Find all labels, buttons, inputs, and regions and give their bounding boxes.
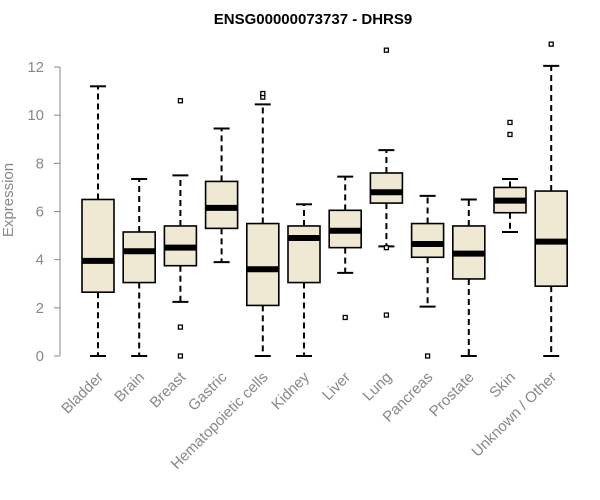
x-category-label: Liver [319, 369, 354, 404]
box-iqr [204, 180, 239, 230]
box-iqr [122, 231, 156, 284]
x-category-label: Breast [147, 368, 190, 411]
outlier-point [548, 41, 554, 47]
box-iqr [81, 198, 115, 293]
y-tick-label: 6 [36, 204, 44, 221]
box-iqr [246, 222, 280, 307]
outlier-point [424, 353, 431, 359]
y-tick-label: 0 [36, 348, 44, 365]
x-category-label: Skin [486, 369, 519, 402]
outlier-point [507, 131, 513, 138]
outlier-point [177, 98, 184, 104]
box-iqr [410, 222, 445, 259]
y-tick-label: 10 [27, 107, 44, 124]
outlier-point [383, 312, 390, 318]
y-tick-label: 2 [36, 300, 44, 317]
outlier-point [507, 119, 513, 126]
x-category-label: Prostate [426, 369, 478, 421]
box-iqr [534, 190, 569, 287]
outlier-point [177, 353, 184, 359]
y-tick-label: 4 [36, 252, 44, 269]
outlier-point [177, 324, 184, 330]
y-axis-label: Expression [0, 163, 17, 237]
outlier-point [342, 314, 348, 321]
outlier-point [383, 244, 390, 251]
x-category-label: Lung [360, 369, 396, 405]
x-category-label: Kidney [268, 368, 313, 413]
outlier-point [260, 90, 266, 97]
outlier-point [383, 47, 390, 53]
box-iqr [369, 172, 404, 204]
y-tick-label: 12 [27, 59, 44, 76]
x-category-label: Bladder [58, 369, 107, 418]
box-iqr [287, 225, 321, 284]
y-tick-label: 8 [36, 155, 44, 172]
chart-title: ENSG00000073737 - DHRS9 [214, 11, 412, 28]
x-category-label: Brain [111, 369, 148, 406]
